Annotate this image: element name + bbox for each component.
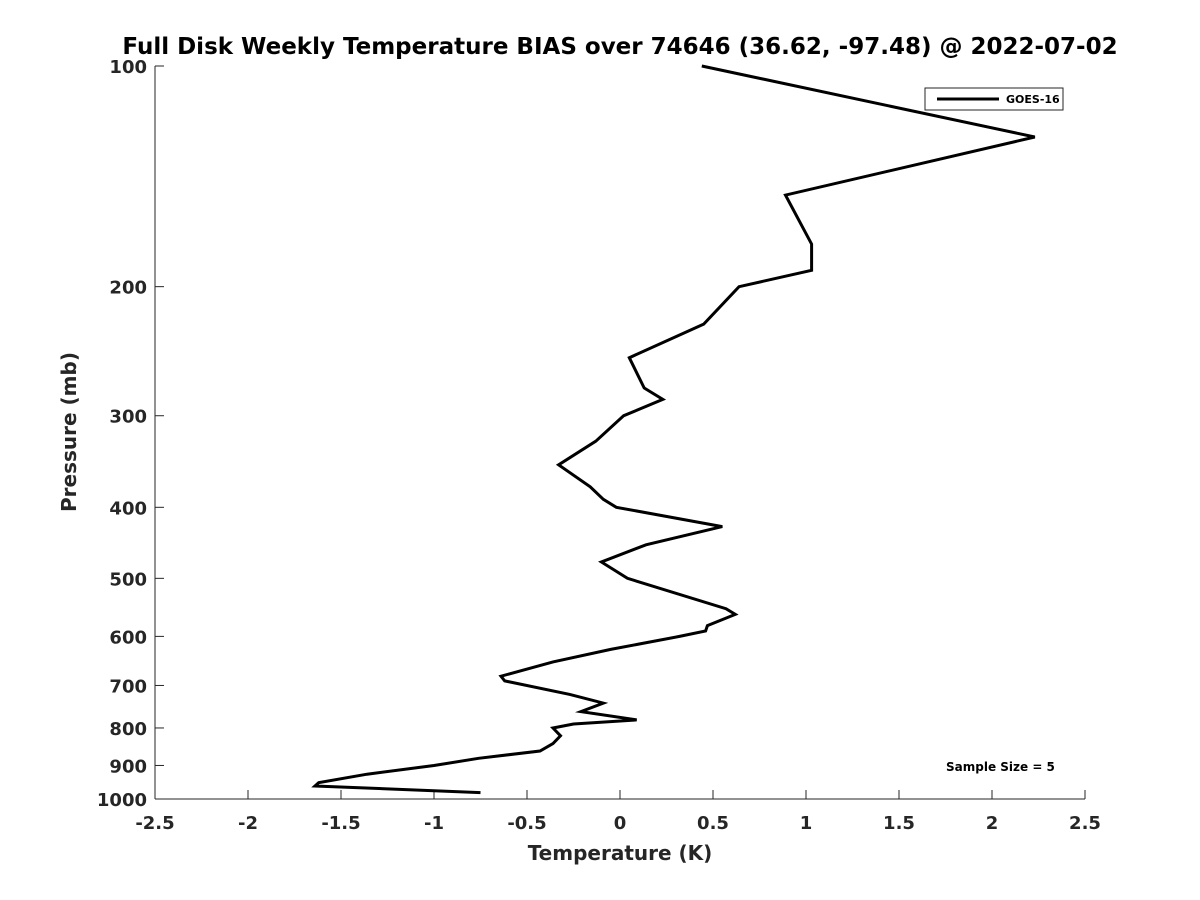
x-tick-label: 2.5 <box>1069 813 1101 834</box>
x-axis-label: Temperature (K) <box>528 841 713 865</box>
series-layer <box>311 64 1036 795</box>
y-tick-label: 300 <box>109 407 147 428</box>
y-tick-label: 900 <box>109 756 147 777</box>
chart-title: Full Disk Weekly Temperature BIAS over 7… <box>122 34 1117 60</box>
x-tick-label: -0.5 <box>507 813 546 834</box>
x-tick-label: 0.5 <box>697 813 729 834</box>
x-tick-label: -1 <box>424 813 444 834</box>
x-tick-label: 1 <box>800 813 813 834</box>
x-axis-ticks: -2.5 -2 -1.5 -1 -0.5 0 0.5 1 1.5 2 2.5 <box>135 790 1101 834</box>
series-line-goes-16 <box>311 64 1036 795</box>
x-tick-label: -2 <box>238 813 258 834</box>
y-tick-label: 100 <box>109 57 147 78</box>
y-tick-label: 400 <box>109 498 147 519</box>
y-tick-label: 1000 <box>97 790 147 811</box>
y-tick-label: 700 <box>109 676 147 697</box>
sample-size-annotation: Sample Size = 5 <box>946 760 1055 774</box>
x-tick-label: -1.5 <box>321 813 360 834</box>
legend: GOES-16 <box>924 87 1064 111</box>
y-tick-label: 500 <box>109 569 147 590</box>
x-tick-label: 1.5 <box>883 813 915 834</box>
x-tick-label: 2 <box>986 813 999 834</box>
x-tick-label: -2.5 <box>135 813 174 834</box>
y-tick-label: 800 <box>109 719 147 740</box>
x-tick-label: 0 <box>614 813 627 834</box>
y-tick-label: 600 <box>109 627 147 648</box>
legend-entry-label: GOES-16 <box>1006 93 1060 106</box>
y-axis-ticks: 100 200 300 400 500 600 700 800 900 1000 <box>97 57 164 811</box>
y-axis-label: Pressure (mb) <box>57 352 81 512</box>
y-tick-label: 200 <box>109 278 147 299</box>
